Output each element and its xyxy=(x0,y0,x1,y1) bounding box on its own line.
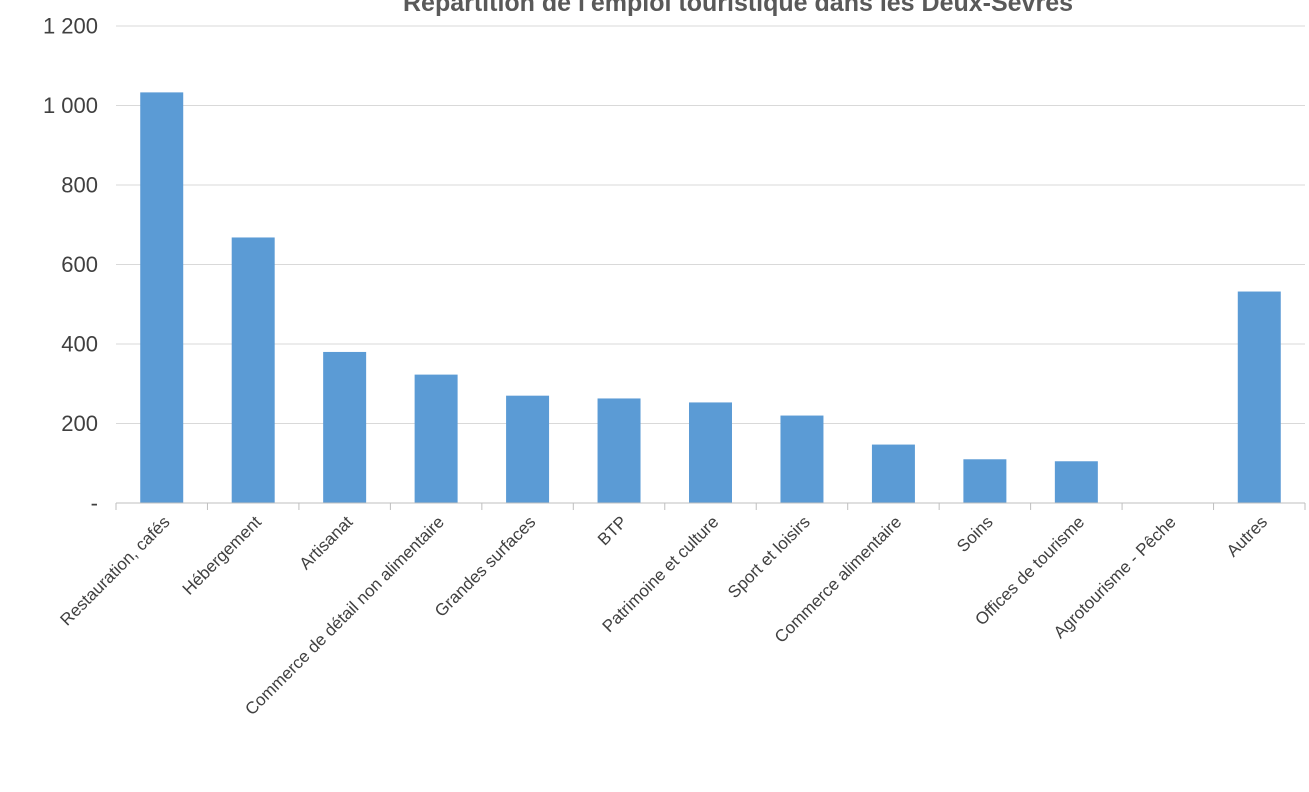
x-category-label: Artisanat xyxy=(296,512,357,573)
y-tick-label: - xyxy=(91,491,98,516)
bars xyxy=(140,92,1281,503)
y-tick-label: 200 xyxy=(61,411,98,436)
category-labels: Restauration, cafés Hébergement ArtisanatC… xyxy=(57,512,1272,719)
bar xyxy=(1054,461,1098,503)
x-category-label: Hébergement xyxy=(179,512,265,598)
x-category-label: Soins xyxy=(953,512,997,556)
x-category-label: Autres xyxy=(1223,512,1271,560)
bar xyxy=(597,398,641,503)
y-tick-label: 800 xyxy=(61,173,98,198)
x-axis-tick-marks xyxy=(115,503,1306,510)
bar xyxy=(506,395,550,503)
x-category-label: Commerce de détail non alimentaire xyxy=(241,512,448,719)
bar xyxy=(780,415,824,503)
y-tick-label: 1 200 xyxy=(43,14,98,39)
gridlines xyxy=(116,25,1305,424)
y-tick-label: 1 000 xyxy=(43,93,98,118)
bar xyxy=(1237,291,1281,503)
bar xyxy=(963,459,1007,503)
bar xyxy=(231,237,275,503)
y-tick-label: 400 xyxy=(61,332,98,357)
x-category-label: Sport et loisirs xyxy=(724,512,814,602)
bar xyxy=(689,402,732,503)
bar xyxy=(414,374,458,503)
x-category-label: Grandes surfaces xyxy=(431,512,539,620)
bar xyxy=(871,444,915,503)
bar xyxy=(323,351,367,503)
chart-title: Répartition de l'emploi touristique dans… xyxy=(403,0,1073,17)
x-category-label: Restauration, cafés xyxy=(57,512,174,629)
bar xyxy=(140,92,184,503)
y-axis-tick-labels: - 200 400 600 800 1 000 1 200 xyxy=(43,14,98,516)
y-tick-label: 600 xyxy=(61,252,98,277)
x-category-label: BTP xyxy=(594,512,631,549)
